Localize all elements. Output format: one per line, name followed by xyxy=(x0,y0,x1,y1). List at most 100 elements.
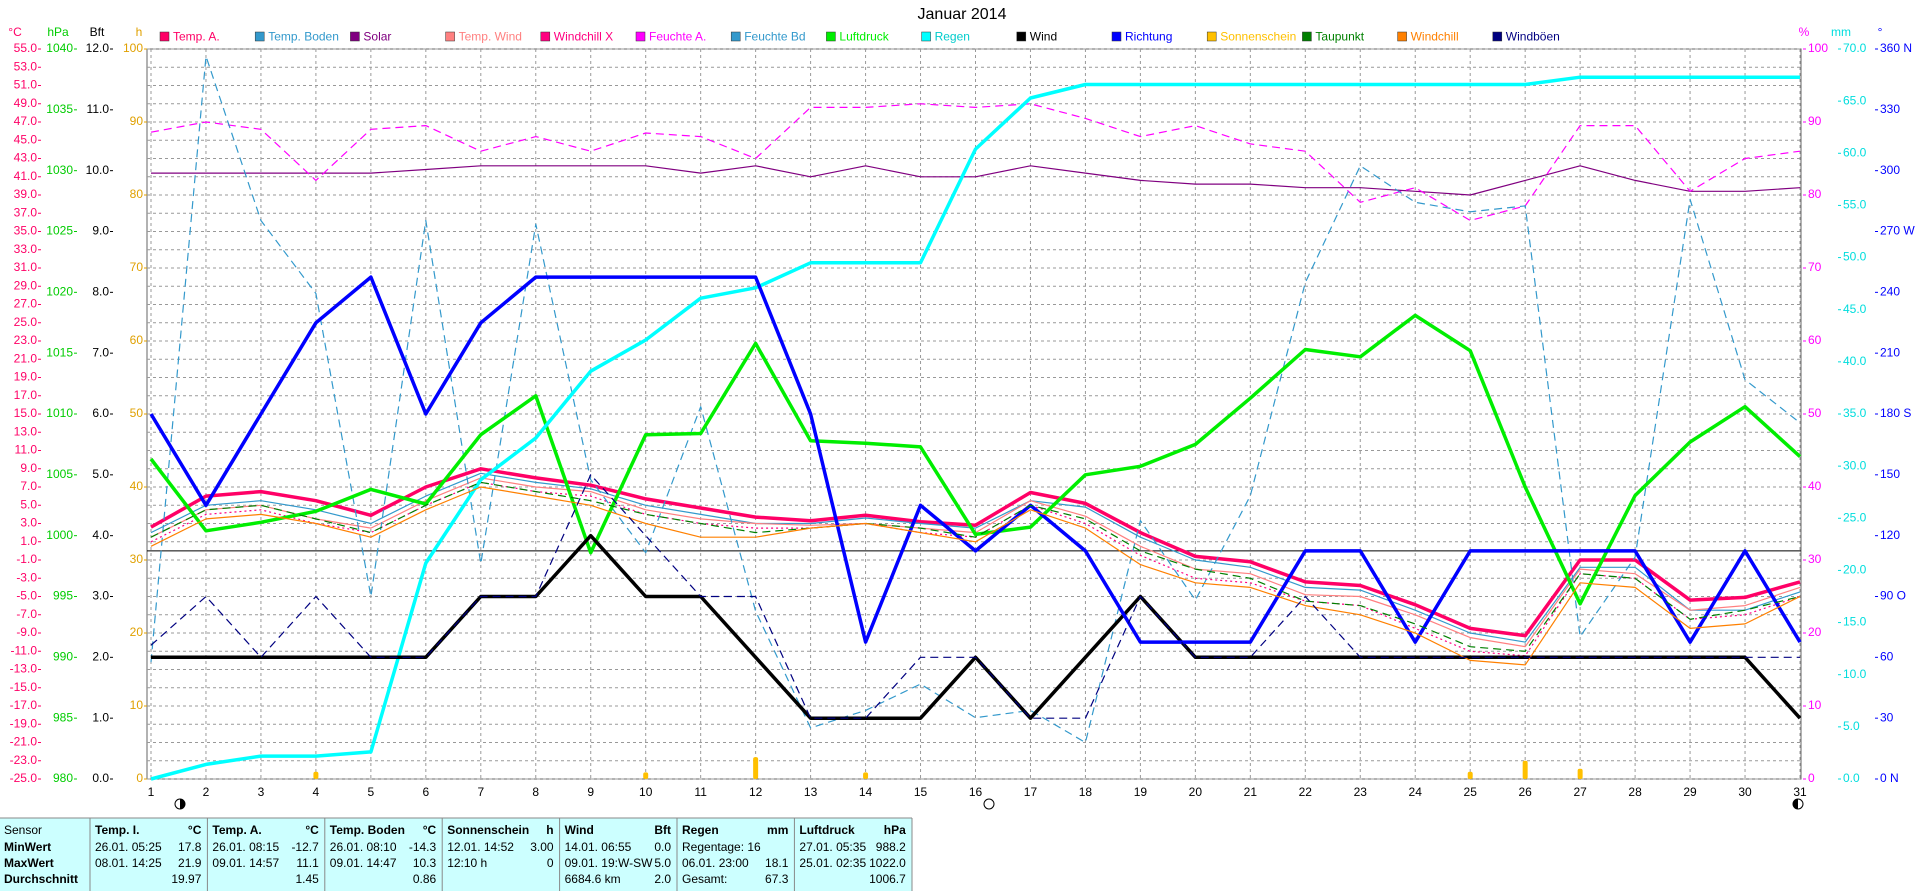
y-tick-label: 0.0 xyxy=(92,771,109,785)
row-label: Durchschnitt xyxy=(4,872,78,886)
y-tick-label: 0.0 xyxy=(1843,771,1860,785)
y-tick-label: 150 xyxy=(1880,467,1900,481)
axis-title: mm xyxy=(1831,25,1851,39)
cell-value: 19.97 xyxy=(171,872,201,886)
column-unit: h xyxy=(546,823,553,837)
y-tick-label: 37.0 xyxy=(14,205,38,219)
column-title: Luftdruck xyxy=(799,823,855,837)
y-tick-label: 90 xyxy=(1808,114,1822,128)
y-tick-label: 30.0 xyxy=(1843,458,1867,472)
y-tick-label: 10.0 xyxy=(86,163,110,177)
x-tick-label: 4 xyxy=(313,785,320,799)
series-line xyxy=(149,275,1802,644)
cell-value: 1022.0 xyxy=(869,856,906,870)
y-tick-label: 13.0 xyxy=(14,424,38,438)
cell-value: 0.86 xyxy=(413,872,437,886)
y-tick-label: 55.0 xyxy=(1843,198,1867,212)
y-tick-label: 41.0 xyxy=(14,169,38,183)
x-tick-label: 16 xyxy=(969,785,983,799)
y-tick-label: 17.0 xyxy=(14,388,38,402)
axis-title: h xyxy=(136,25,143,39)
y-tick-label: 3.0 xyxy=(92,589,109,603)
y-tick-label: -19.0 xyxy=(10,716,38,730)
cell-value: -14.3 xyxy=(409,840,437,854)
x-tick-label: 10 xyxy=(639,785,653,799)
y-tick-label: 120 xyxy=(1880,528,1900,542)
y-tick-label: 11.0 xyxy=(87,102,110,116)
row-label: Sensor xyxy=(4,823,42,837)
legend-swatch xyxy=(159,31,170,42)
chart-title: Januar 2014 xyxy=(918,6,1007,23)
y-tick-label: 985 xyxy=(53,710,73,724)
legend-label: Temp. Wind xyxy=(459,30,522,44)
x-tick-label: 22 xyxy=(1299,785,1313,799)
y-tick-label: 55.0 xyxy=(14,41,38,55)
cell-value: 21.9 xyxy=(178,856,202,870)
cell-time: Gesamt: xyxy=(682,872,727,886)
bar xyxy=(753,757,759,779)
cell-time: 12:10 h xyxy=(447,856,487,870)
cell-time: 25.01. 02:35 xyxy=(799,856,866,870)
y-tick-label: 1000 xyxy=(46,528,73,542)
y-tick-label: 47.0 xyxy=(14,114,38,128)
y-tick-label: 980 xyxy=(53,771,73,785)
cell-value: 3.00 xyxy=(530,840,554,854)
cell-time: 14.01. 06:55 xyxy=(565,840,632,854)
x-tick-label: 5 xyxy=(368,785,375,799)
moon-symbol xyxy=(983,798,995,810)
x-tick-label: 18 xyxy=(1079,785,1093,799)
legend-swatch xyxy=(826,31,836,42)
cell-value: 988.2 xyxy=(876,840,906,854)
x-tick-label: 17 xyxy=(1024,785,1038,799)
column-title: Temp. A. xyxy=(212,823,261,837)
cell-value: 1006.7 xyxy=(869,872,906,886)
x-tick-label: 1 xyxy=(148,785,155,799)
series-line xyxy=(150,481,1801,652)
y-tick-label: 20.0 xyxy=(1843,563,1867,577)
x-tick-label: 27 xyxy=(1573,785,1587,799)
y-tick-label: 2.0 xyxy=(92,650,109,664)
y-tick-label: 90 xyxy=(130,114,144,128)
cell-value: 1.45 xyxy=(295,872,319,886)
legend-label: Luftdruck xyxy=(839,30,889,44)
x-tick-label: 3 xyxy=(258,785,265,799)
y-tick-label: -9.0 xyxy=(16,625,37,639)
y-tick-label: 5.0 xyxy=(1843,719,1860,733)
x-tick-label: 25 xyxy=(1464,785,1478,799)
legend-swatch xyxy=(1016,31,1027,42)
y-tick-label: 1005 xyxy=(46,467,73,481)
x-tick-label: 31 xyxy=(1793,785,1807,799)
y-tick-label: -23.0 xyxy=(10,753,38,767)
y-tick-label: 4.0 xyxy=(92,528,109,542)
y-tick-label: 995 xyxy=(53,589,73,603)
y-tick-label: 30 xyxy=(1808,552,1822,566)
legend-label: Temp. Boden xyxy=(268,30,339,44)
column-unit: °C xyxy=(188,823,202,837)
column-title: Temp. I. xyxy=(95,823,139,837)
y-tick-label: 70 xyxy=(130,260,144,274)
series-line xyxy=(149,313,1802,606)
y-tick-label: 12.0 xyxy=(86,41,110,55)
cell-time: 27.01. 05:35 xyxy=(799,840,866,854)
y-tick-label: 60 xyxy=(1808,333,1822,347)
y-tick-label: 90 O xyxy=(1880,589,1906,603)
bar xyxy=(1467,771,1473,779)
y-tick-label: 15.0 xyxy=(1843,615,1867,629)
y-tick-label: 31.0 xyxy=(14,260,38,274)
y-tick-label: 51.0 xyxy=(14,78,38,92)
y-tick-label: 40.0 xyxy=(1843,354,1867,368)
y-tick-label: 20 xyxy=(1808,625,1822,639)
legend-label: Windchill xyxy=(1411,30,1459,44)
y-tick-label: 1010 xyxy=(46,406,73,420)
x-tick-label: 28 xyxy=(1628,785,1642,799)
cell-time: Regentage: 16 xyxy=(682,840,761,854)
y-tick-label: 1040 xyxy=(46,41,73,55)
moon-symbol xyxy=(180,799,185,809)
legend-label: Solar xyxy=(363,30,391,44)
bar xyxy=(313,771,319,779)
y-tick-label: 990 xyxy=(53,650,73,664)
y-tick-label: 15.0 xyxy=(14,406,38,420)
y-tick-label: -7.0 xyxy=(16,607,37,621)
